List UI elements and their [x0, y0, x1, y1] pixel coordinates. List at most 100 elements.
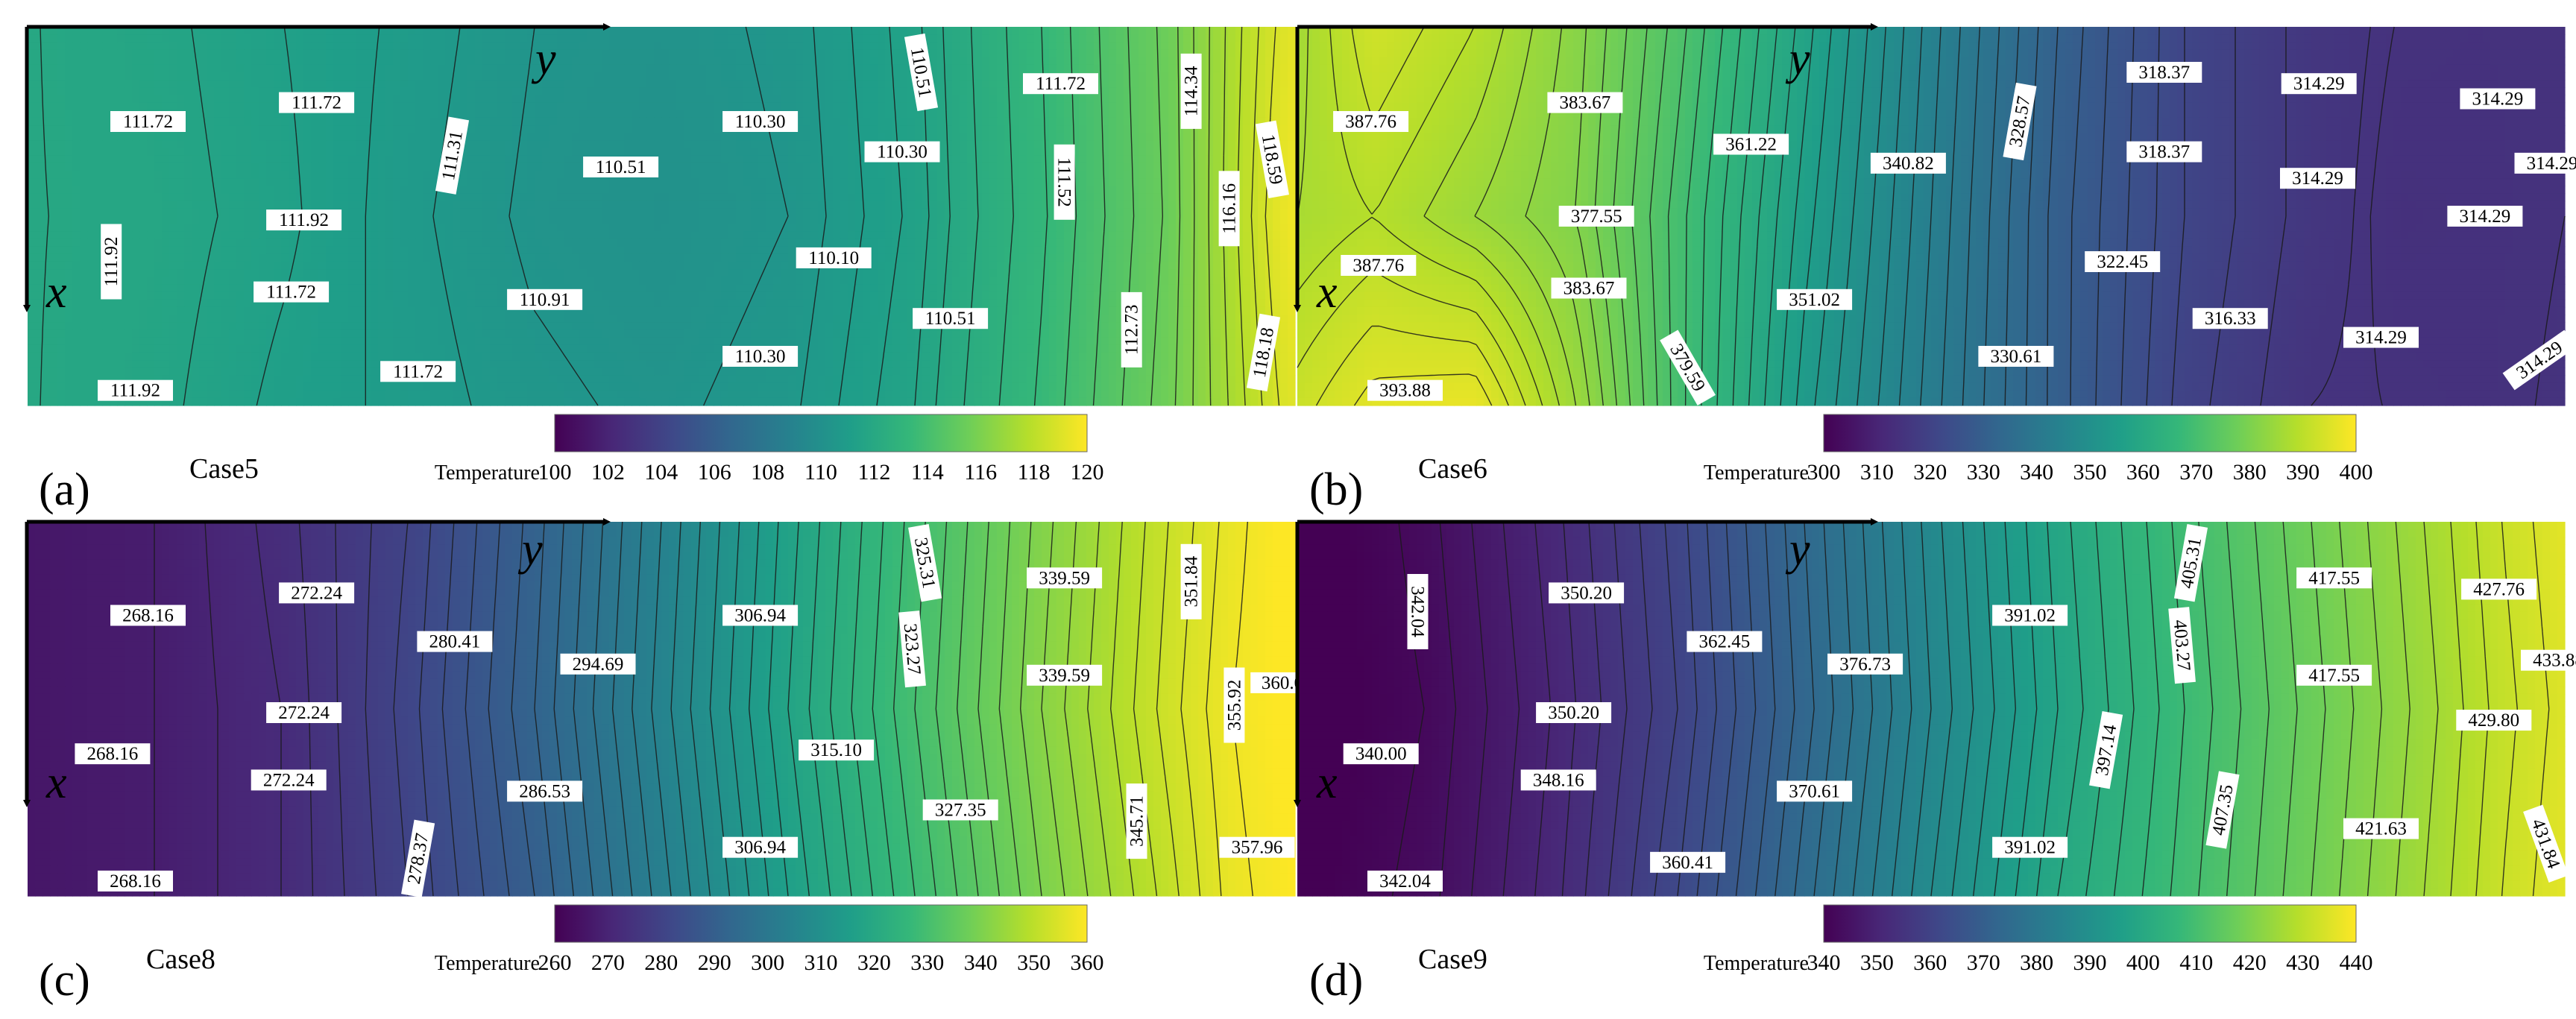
heatmap-cell: [885, 27, 893, 35]
heatmap-cell: [1146, 140, 1154, 148]
heatmap-cell: [833, 201, 841, 209]
heatmap-cell: [229, 65, 237, 73]
heatmap-cell: [542, 118, 550, 126]
heatmap-cell: [833, 118, 841, 126]
heatmap-cell: [214, 110, 222, 119]
heatmap-cell: [1094, 95, 1102, 103]
heatmap-cell: [549, 125, 558, 133]
heatmap-cell: [214, 72, 222, 81]
heatmap-cell: [967, 148, 975, 157]
heatmap-cell: [1034, 57, 1042, 66]
heatmap-cell: [385, 65, 394, 73]
heatmap-cell: [1288, 148, 1296, 157]
heatmap-cell: [162, 148, 170, 157]
heatmap-cell: [863, 103, 871, 111]
heatmap-cell: [318, 140, 327, 148]
heatmap-cell: [1124, 133, 1132, 141]
heatmap-cell: [378, 209, 386, 217]
heatmap-cell: [303, 49, 312, 57]
heatmap-cell: [1265, 65, 1273, 73]
heatmap-cell: [42, 103, 51, 111]
heatmap-cell: [617, 87, 625, 95]
heatmap-cell: [751, 163, 759, 171]
heatmap-cell: [363, 72, 371, 81]
heatmap-cell: [669, 87, 677, 95]
heatmap-cell: [57, 156, 66, 164]
heatmap-cell: [997, 118, 1005, 126]
heatmap-cell: [1243, 178, 1251, 186]
heatmap-cell: [438, 110, 446, 119]
heatmap-cell: [303, 178, 312, 186]
heatmap-cell: [318, 194, 327, 202]
heatmap-cell: [572, 156, 580, 164]
heatmap-cell: [95, 209, 103, 217]
heatmap-cell: [646, 80, 655, 88]
heatmap-cell: [289, 194, 297, 202]
heatmap-cell: [974, 34, 983, 42]
heatmap-cell: [721, 156, 729, 164]
heatmap-cell: [646, 140, 655, 148]
heatmap-cell: [42, 156, 51, 164]
heatmap-cell: [1280, 42, 1288, 50]
heatmap-cell: [333, 57, 341, 66]
heatmap-cell: [460, 34, 468, 42]
heatmap-cell: [1250, 42, 1259, 50]
heatmap-cell: [482, 178, 491, 186]
heatmap-cell: [691, 148, 699, 157]
heatmap-cell: [1161, 49, 1169, 57]
heatmap-cell: [497, 87, 506, 95]
heatmap-cell: [482, 148, 491, 157]
heatmap-cell: [945, 72, 953, 81]
heatmap-cell: [80, 140, 88, 148]
heatmap-cell: [460, 186, 468, 194]
heatmap-cell: [676, 65, 684, 73]
heatmap-cell: [848, 194, 856, 202]
heatmap-cell: [512, 34, 520, 42]
heatmap-cell: [863, 27, 871, 35]
heatmap-cell: [1206, 133, 1214, 141]
heatmap-cell: [564, 186, 573, 194]
heatmap-cell: [878, 49, 886, 57]
heatmap-cell: [505, 140, 513, 148]
heatmap-cell: [1079, 148, 1087, 157]
heatmap-cell: [721, 171, 729, 179]
heatmap-cell: [393, 57, 401, 66]
heatmap-cell: [1101, 42, 1109, 50]
heatmap-cell: [982, 42, 990, 50]
heatmap-cell: [520, 163, 528, 171]
heatmap-cell: [363, 34, 371, 42]
heatmap-cell: [393, 118, 401, 126]
heatmap-cell: [930, 125, 938, 133]
heatmap-cell: [42, 95, 51, 103]
heatmap-cell: [318, 80, 327, 88]
heatmap-cell: [512, 87, 520, 95]
heatmap-cell: [1034, 42, 1042, 50]
heatmap-cell: [1146, 178, 1154, 186]
heatmap-cell: [393, 49, 401, 57]
heatmap-cell: [840, 103, 848, 111]
heatmap-cell: [602, 57, 610, 66]
heatmap-cell: [378, 171, 386, 179]
heatmap-cell: [863, 125, 871, 133]
heatmap-cell: [72, 201, 81, 209]
heatmap-cell: [1079, 178, 1087, 186]
heatmap-cell: [669, 125, 677, 133]
heatmap-cell: [721, 148, 729, 157]
heatmap-cell: [825, 186, 834, 194]
heatmap-cell: [244, 103, 252, 111]
heatmap-cell: [1071, 34, 1080, 42]
heatmap-cell: [579, 42, 588, 50]
heatmap-cell: [870, 133, 878, 141]
heatmap-cell: [221, 148, 230, 157]
heatmap-cell: [497, 57, 506, 66]
heatmap-cell: [1116, 49, 1124, 57]
heatmap-cell: [214, 80, 222, 88]
heatmap-cell: [251, 140, 259, 148]
heatmap-cell: [714, 125, 722, 133]
heatmap-cell: [699, 156, 707, 164]
heatmap-cell: [393, 103, 401, 111]
heatmap-cell: [1235, 57, 1244, 66]
heatmap-cell: [110, 57, 118, 66]
heatmap-cell: [654, 80, 662, 88]
heatmap-cell: [960, 171, 968, 179]
